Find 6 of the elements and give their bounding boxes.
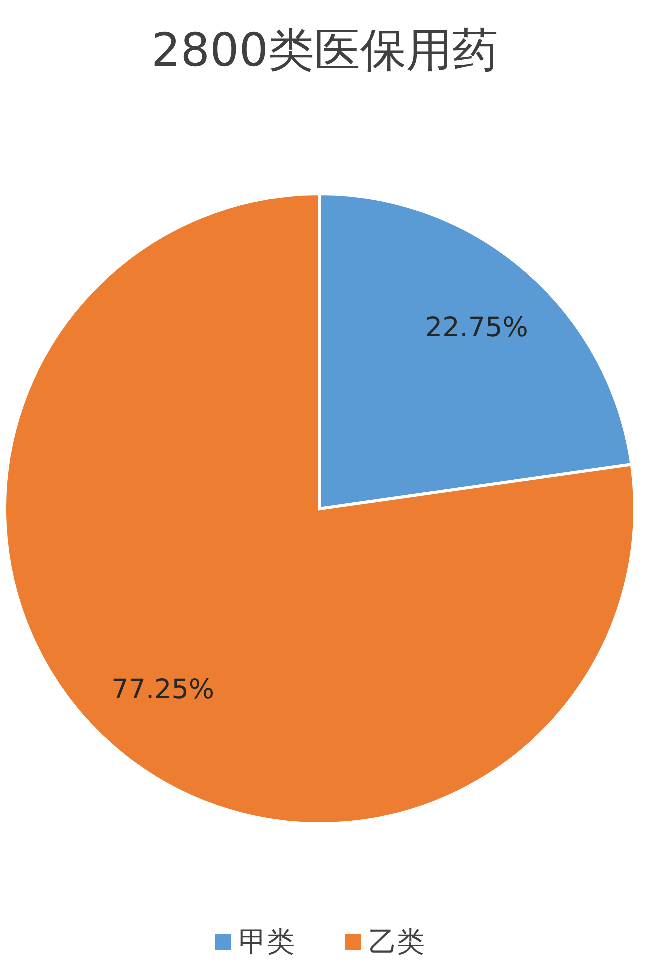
legend-label: 甲类: [239, 926, 295, 958]
chart-title: 2800类医保用药: [151, 23, 499, 77]
legend-label: 乙类: [369, 926, 425, 958]
pie-slice: [4, 192, 636, 826]
data-label: 77.25%: [112, 674, 215, 706]
data-label: 22.75%: [425, 312, 528, 344]
